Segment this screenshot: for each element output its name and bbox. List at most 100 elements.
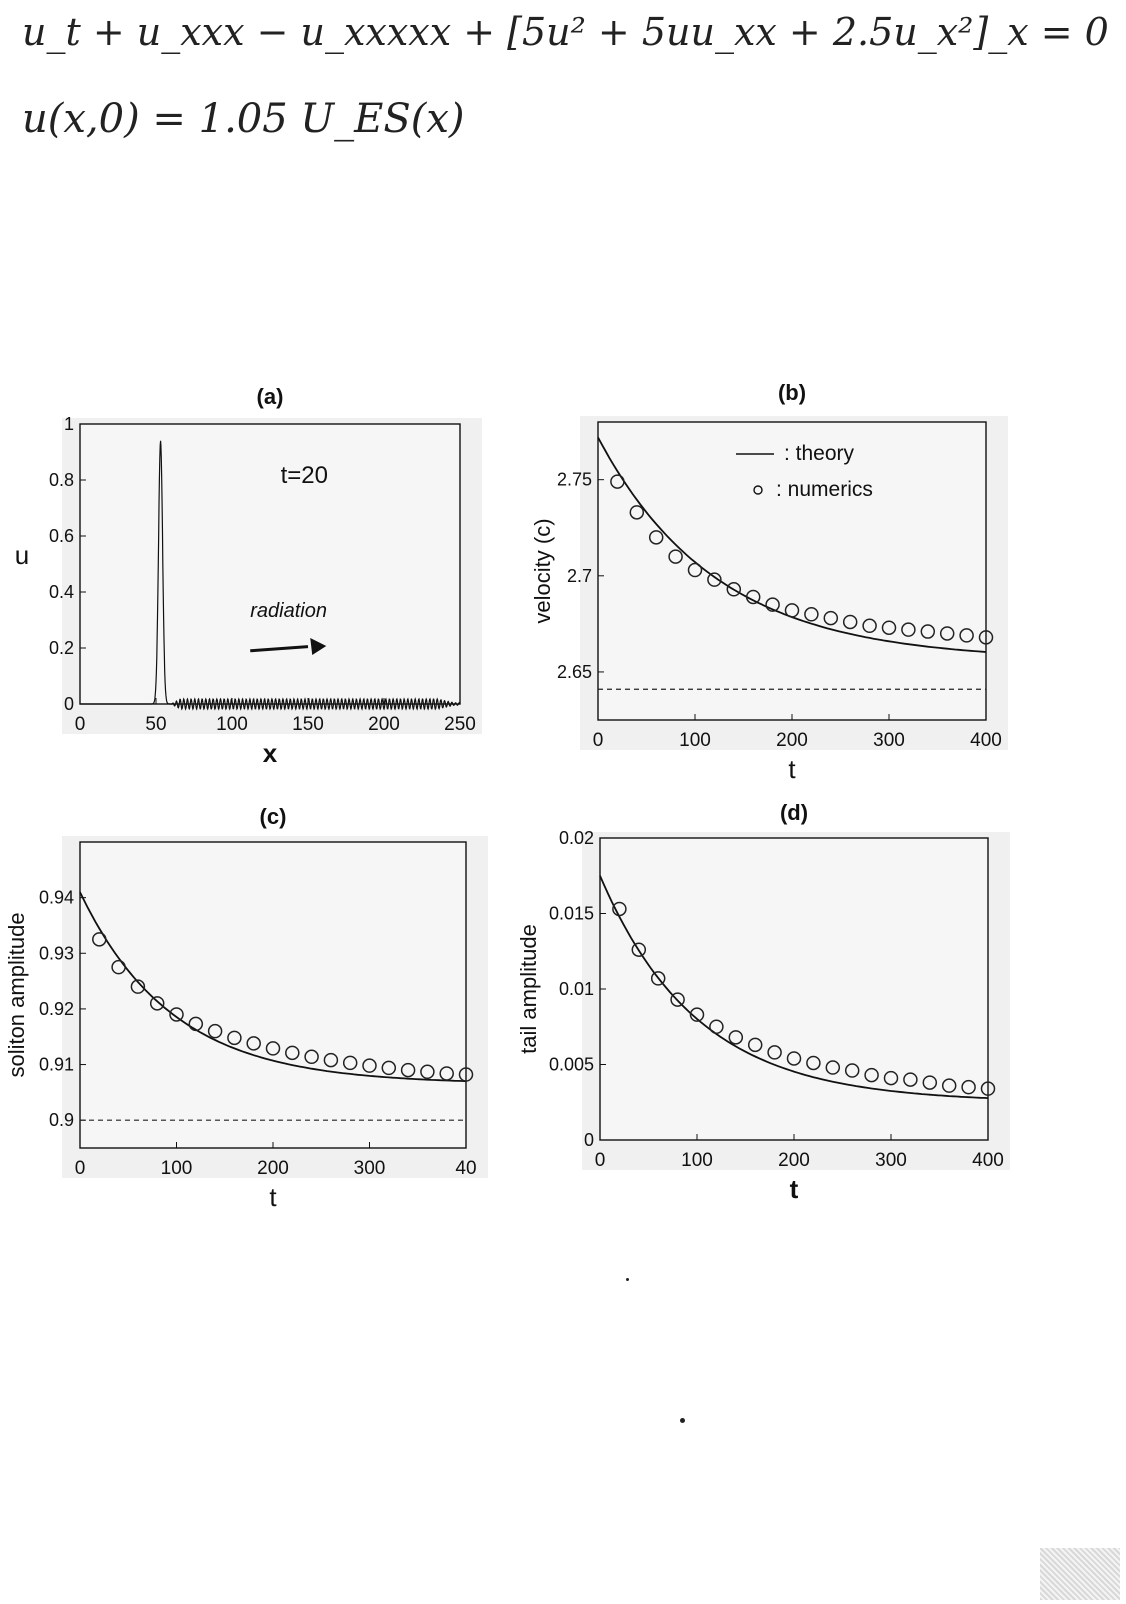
numerics-point — [149, 996, 165, 1011]
radiation-arrow-head — [310, 638, 327, 656]
x-tick-label: 0 — [595, 1150, 606, 1171]
numerics-point — [610, 474, 625, 489]
chart-title: (d) — [780, 800, 808, 825]
y-tick-label: 2.75 — [557, 470, 592, 490]
legend-theory-label: : theory — [784, 442, 855, 465]
numerics-point — [381, 1060, 397, 1076]
y-tick-label: 0.91 — [39, 1055, 74, 1075]
solution-curve — [80, 440, 461, 711]
numerics-point — [687, 562, 703, 578]
x-tick-label: 100 — [161, 1158, 193, 1179]
numerics-point — [439, 1066, 454, 1081]
numerics-point — [728, 1030, 744, 1045]
y-axis-label: tail amplitude — [516, 924, 541, 1054]
x-tick-label: 250 — [444, 714, 476, 735]
plot-frame — [599, 837, 989, 1141]
numerics-point — [689, 1007, 705, 1022]
numerics-point — [400, 1062, 416, 1078]
initial-condition: u(x,0) = 1.05 U_ES(x) — [22, 96, 465, 142]
numerics-point — [922, 1075, 938, 1090]
x-axis-label: t — [269, 1182, 277, 1212]
numerics-point — [207, 1023, 223, 1039]
numerics-point — [130, 979, 146, 994]
numerics-point — [650, 971, 666, 986]
chart-panel-b: 0 100 200 300 400 2.65 2.7 2.75 (b) t velocity (c)… — [530, 380, 1008, 784]
x-tick-label: 400 — [972, 1150, 1004, 1171]
legend-numerics-label: : numerics — [776, 478, 873, 501]
numerics-point — [883, 1070, 899, 1086]
numerics-point — [745, 589, 761, 605]
x-tick-label: 200 — [368, 714, 400, 735]
numerics-point — [458, 1067, 474, 1082]
x-tick-label: 150 — [292, 714, 324, 735]
plot-frame — [597, 421, 987, 721]
x-tick-label: 200 — [778, 1150, 810, 1171]
numerics-point — [978, 630, 994, 645]
chart-panel-a: 0 50 100 150 200 250 0 0.2 0.4 0.6 0.8 1 (a) x u t=20 ra… — [15, 384, 482, 768]
y-tick-label: 0.6 — [49, 526, 74, 546]
x-tick-label: 300 — [873, 730, 905, 751]
chart-title: (b) — [778, 380, 806, 405]
numerics-point — [227, 1030, 242, 1046]
y-tick-label: 2.65 — [557, 662, 592, 682]
numerics-point — [670, 992, 685, 1007]
numerics-point — [92, 932, 107, 947]
chart-title: (c) — [260, 804, 287, 829]
y-tick-label: 0.8 — [49, 470, 74, 490]
numerics-point — [747, 1037, 763, 1053]
numerics-point — [961, 1079, 976, 1095]
x-tick-label: 100 — [216, 714, 248, 735]
numerics-point — [631, 942, 647, 957]
y-axis-label: soliton amplitude — [4, 912, 29, 1077]
numerics-point — [265, 1041, 281, 1056]
numerics-point — [784, 603, 800, 618]
theory-line — [599, 875, 989, 1099]
numerics-point — [844, 1063, 860, 1078]
numerics-point — [709, 1019, 724, 1034]
y-tick-label: 0.015 — [549, 904, 594, 924]
numerics-point — [362, 1058, 377, 1073]
numerics-point — [939, 626, 955, 641]
numerics-point — [881, 620, 897, 635]
numerics-point — [767, 1045, 782, 1060]
y-axis-label: u — [15, 540, 29, 570]
numerics-point — [342, 1055, 358, 1071]
y-tick-label: 1 — [64, 414, 74, 434]
y-tick-label: 0.02 — [559, 828, 594, 848]
x-tick-label: 400 — [970, 730, 1002, 751]
numerics-point — [959, 628, 974, 643]
numerics-point — [903, 1072, 918, 1087]
scan-speck — [626, 1278, 629, 1281]
numerics-point — [901, 622, 916, 637]
y-tick-label: 0 — [584, 1130, 594, 1150]
y-tick-label: 0.2 — [49, 638, 74, 658]
y-tick-label: 0.9 — [49, 1110, 74, 1130]
x-tick-label: 0 — [75, 1158, 86, 1179]
x-tick-label: 300 — [354, 1158, 386, 1179]
numerics-point — [941, 1078, 957, 1093]
numerics-point — [629, 505, 645, 520]
x-axis-label: x — [263, 738, 278, 768]
time-annotation: t=20 — [281, 462, 328, 489]
numerics-point — [786, 1051, 802, 1066]
numerics-point — [806, 1055, 821, 1071]
numerics-point — [612, 901, 627, 917]
legend-numerics-swatch — [753, 485, 763, 495]
y-axis-label: velocity (c) — [530, 518, 555, 623]
x-tick-label: 200 — [776, 730, 808, 751]
numerics-point — [823, 610, 839, 626]
x-tick-label: 0 — [75, 714, 86, 735]
numerics-point — [862, 618, 877, 634]
y-tick-label: 0 — [64, 694, 74, 714]
numerics-point — [246, 1036, 261, 1051]
radiation-annotation: radiation — [250, 600, 327, 622]
y-tick-label: 0.94 — [39, 888, 74, 908]
plot-frame — [79, 423, 461, 705]
numerics-point — [668, 549, 683, 564]
numerics-point — [420, 1064, 435, 1080]
chart-panel-d: 0 100 200 300 400 0 0.005 0.01 0.015 0.02 (d) t tail… — [516, 800, 1010, 1204]
x-tick-label: 40 — [455, 1158, 476, 1179]
scan-noise-patch — [1040, 1548, 1120, 1600]
numerics-point — [648, 530, 664, 545]
numerics-point — [111, 959, 126, 975]
